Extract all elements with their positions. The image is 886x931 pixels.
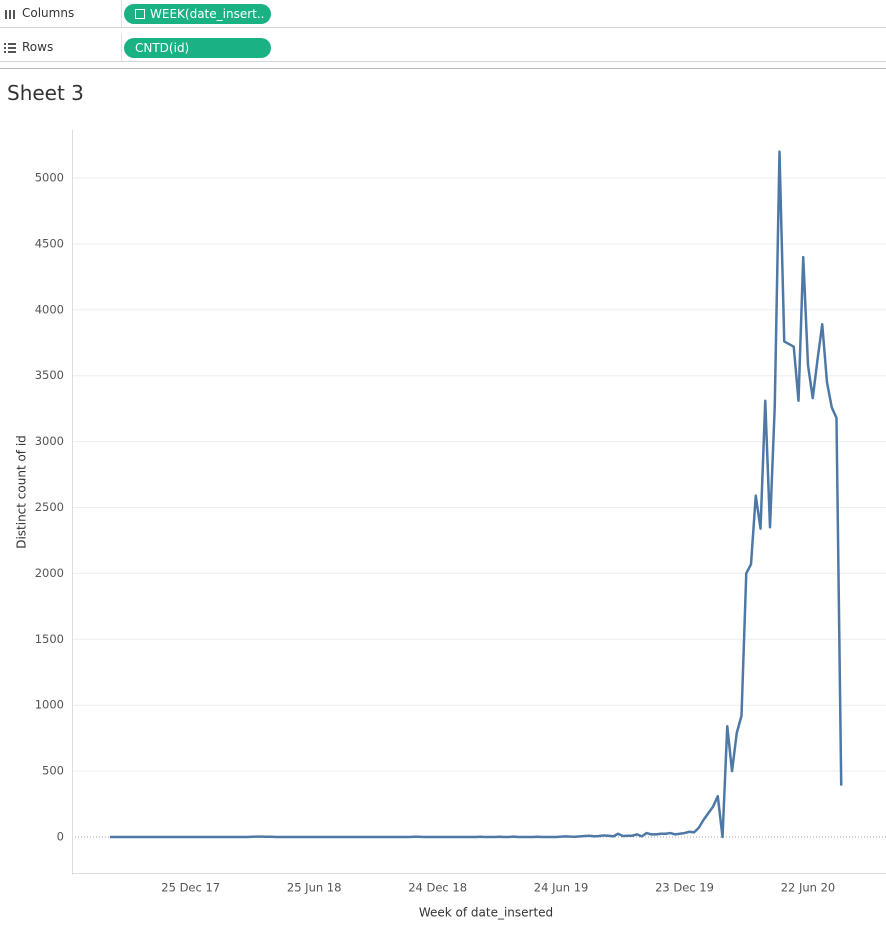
x-axis-title: Week of date_inserted [419, 906, 553, 920]
y-tick-label: 500 [42, 764, 64, 778]
y-tick-label: 4500 [35, 236, 64, 250]
x-tick-label: 22 Jun 20 [781, 881, 836, 895]
shelf-label: Columns [22, 6, 75, 20]
y-tick-label: 2000 [35, 566, 64, 580]
x-tick-label: 24 Jun 19 [534, 881, 589, 895]
columns-pill[interactable]: WEEK(date_insert.. [124, 4, 271, 24]
y-axis-title: Distinct count of id [15, 435, 29, 549]
sheet-title: Sheet 3 [7, 81, 84, 105]
y-tick-label: 3500 [35, 368, 64, 382]
shelf-label: Rows [22, 40, 54, 54]
y-tick-label: 1500 [35, 632, 64, 646]
y-tick-label: 3000 [35, 434, 64, 448]
rows-icon [4, 43, 16, 53]
rows-shelf: Rows CNTD(id) [0, 34, 886, 62]
pill-label: WEEK(date_insert.. [150, 7, 265, 21]
pill-label: CNTD(id) [135, 41, 190, 55]
data-line [109, 150, 843, 839]
columns-icon [5, 10, 15, 19]
y-tick-label: 0 [57, 830, 64, 844]
x-tick-label: 23 Dec 19 [655, 881, 714, 895]
y-tick-label: 1000 [35, 698, 64, 712]
y-tick-label: 5000 [35, 170, 64, 184]
x-tick-label: 25 Jun 18 [287, 881, 342, 895]
columns-shelf: Columns WEEK(date_insert.. [0, 0, 886, 28]
x-tick-label: 25 Dec 17 [161, 881, 220, 895]
y-tick-label: 2500 [35, 500, 64, 514]
x-tick-label: 24 Dec 18 [408, 881, 467, 895]
rows-pill[interactable]: CNTD(id) [124, 38, 271, 58]
y-tick-label: 4000 [35, 302, 64, 316]
